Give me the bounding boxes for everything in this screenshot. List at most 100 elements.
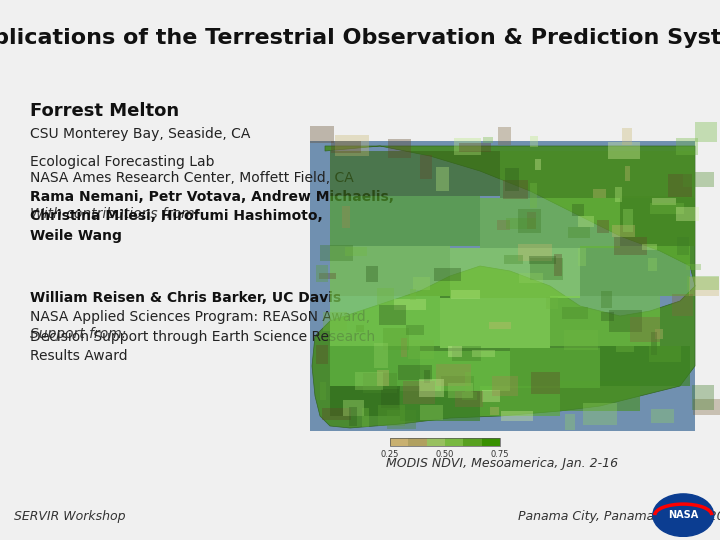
Text: William Reisen & Chris Barker, UC Davis: William Reisen & Chris Barker, UC Davis: [30, 291, 341, 305]
Text: Rama Nemani, Petr Votava, Andrew Michaelis,
Christina Milesi, Hirofumi Hashimoto: Rama Nemani, Petr Votava, Andrew Michael…: [30, 190, 394, 243]
Bar: [346, 247, 367, 256]
Bar: [464, 438, 482, 446]
Bar: [546, 297, 558, 309]
Bar: [465, 372, 471, 392]
Bar: [330, 246, 450, 296]
Bar: [408, 438, 427, 446]
Bar: [361, 408, 369, 427]
Bar: [531, 136, 538, 147]
Bar: [535, 159, 541, 170]
Text: Ecological Forecasting Lab: Ecological Forecasting Lab: [30, 155, 215, 169]
Bar: [452, 346, 482, 361]
Bar: [377, 370, 390, 386]
Bar: [459, 143, 491, 152]
Bar: [330, 386, 400, 416]
Text: Support from:: Support from:: [30, 327, 127, 341]
Bar: [620, 196, 695, 246]
Bar: [500, 411, 533, 421]
Bar: [343, 206, 350, 228]
Bar: [319, 273, 336, 279]
Bar: [330, 151, 500, 196]
Bar: [355, 372, 383, 389]
Bar: [489, 322, 511, 328]
Text: Applications of the Terrestrial Observation & Prediction System: Applications of the Terrestrial Observat…: [0, 28, 720, 48]
Bar: [597, 220, 608, 233]
Bar: [316, 265, 328, 282]
Bar: [530, 258, 564, 280]
Bar: [343, 400, 364, 416]
Bar: [600, 292, 612, 308]
Text: CSU Monterey Bay, Seaside, CA: CSU Monterey Bay, Seaside, CA: [30, 127, 251, 141]
Bar: [567, 227, 590, 238]
Bar: [377, 288, 394, 305]
Bar: [401, 338, 407, 357]
Bar: [454, 138, 481, 156]
Bar: [580, 246, 690, 296]
Bar: [418, 379, 444, 397]
Bar: [310, 141, 695, 431]
Bar: [448, 383, 473, 398]
Bar: [593, 190, 606, 198]
Bar: [472, 350, 495, 357]
Bar: [647, 258, 657, 271]
Bar: [642, 244, 657, 250]
Text: 0.25: 0.25: [381, 450, 399, 459]
Bar: [462, 392, 477, 400]
Bar: [424, 369, 430, 383]
Bar: [554, 254, 562, 275]
Bar: [482, 390, 500, 402]
Bar: [609, 310, 642, 332]
Bar: [693, 399, 720, 415]
Bar: [436, 364, 471, 386]
Bar: [330, 141, 361, 153]
Bar: [335, 134, 369, 156]
Polygon shape: [312, 146, 695, 428]
Bar: [413, 278, 430, 291]
Bar: [616, 346, 634, 353]
Bar: [387, 410, 416, 429]
Bar: [560, 381, 640, 411]
Bar: [672, 294, 693, 316]
Bar: [503, 255, 523, 264]
Bar: [529, 256, 556, 264]
Bar: [377, 405, 405, 426]
Bar: [649, 346, 681, 362]
Bar: [322, 408, 351, 420]
Bar: [441, 375, 474, 398]
Bar: [316, 346, 328, 364]
Bar: [650, 202, 684, 214]
Bar: [503, 180, 528, 199]
Text: 0.50: 0.50: [436, 450, 454, 459]
Bar: [565, 414, 575, 429]
Bar: [400, 391, 480, 421]
Bar: [408, 340, 433, 360]
Bar: [518, 244, 552, 261]
Bar: [420, 405, 443, 420]
Bar: [381, 389, 399, 408]
Bar: [310, 126, 334, 143]
Bar: [330, 196, 480, 246]
Text: NASA Applied Sciences Program: REASoN Award,
Decision Support through Earth Scie: NASA Applied Sciences Program: REASoN Aw…: [30, 310, 375, 363]
Bar: [348, 407, 356, 426]
Bar: [406, 325, 424, 335]
Bar: [390, 438, 408, 446]
Bar: [436, 167, 449, 191]
Bar: [482, 137, 493, 143]
Bar: [498, 127, 510, 145]
Bar: [505, 168, 519, 191]
Bar: [500, 151, 695, 198]
Bar: [366, 266, 379, 282]
Bar: [455, 390, 483, 407]
Bar: [497, 220, 510, 230]
Text: Panama City, Panama, Mar. 1, 2007: Panama City, Panama, Mar. 1, 2007: [518, 510, 720, 523]
Bar: [630, 318, 660, 342]
Bar: [382, 328, 409, 350]
Circle shape: [653, 494, 714, 536]
Bar: [490, 407, 499, 415]
Bar: [688, 277, 719, 295]
Bar: [652, 332, 657, 355]
Bar: [323, 312, 347, 331]
Text: 0.75: 0.75: [491, 450, 509, 459]
Bar: [683, 172, 714, 187]
Bar: [480, 198, 620, 248]
